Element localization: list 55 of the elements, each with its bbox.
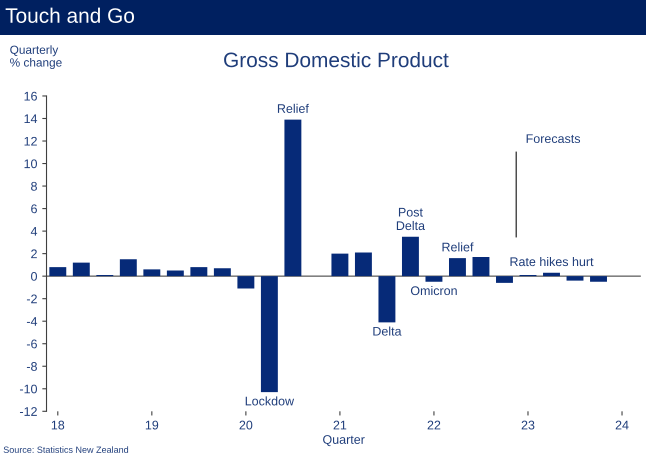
annotation: Rate hikes hurt: [510, 256, 594, 266]
y-tick-label: -4: [26, 317, 38, 326]
y-tick-label: 2: [31, 249, 37, 258]
y-tick-label: 0: [31, 272, 37, 281]
bar: [120, 259, 137, 276]
x-tick-label: 19: [146, 420, 158, 430]
bar: [448, 258, 466, 276]
y-tick-label: -8: [26, 362, 37, 371]
x-tick-label: 22: [428, 420, 440, 430]
x-tick-label: 18: [52, 420, 64, 430]
y-tick-label: 10: [24, 159, 37, 168]
annotation: Delta: [373, 326, 402, 336]
y-tick-label: 8: [31, 182, 37, 191]
bar: [378, 276, 396, 322]
y-tick-label: -6: [26, 340, 37, 348]
y-tick-label: 14: [24, 114, 38, 124]
bar: [49, 267, 66, 276]
annotation: Relief: [278, 104, 309, 113]
x-axis-title: Quarter: [323, 435, 365, 446]
bar: [425, 276, 442, 282]
bar: [260, 276, 278, 392]
x-tick-label: 21: [334, 420, 346, 430]
y-tick-label: -10: [20, 384, 37, 394]
bar: [472, 257, 490, 276]
y-tick-label: 4: [30, 227, 38, 236]
bar: [190, 267, 208, 276]
annotation: Post Delta: [396, 208, 426, 230]
y-tick-label: -12: [20, 407, 37, 416]
bar: [237, 276, 254, 289]
annotation: Omicron: [410, 286, 457, 296]
y-tick-label: 16: [24, 92, 37, 101]
annotation: Relief: [442, 242, 474, 252]
x-tick-label: 23: [522, 420, 534, 430]
bar: [566, 276, 584, 281]
chart-subtitle: Gross Domestic Product: [224, 52, 449, 68]
source-note: Source: Statistics New Zealand: [4, 446, 128, 453]
bar: [214, 268, 231, 276]
y-tick-label: -2: [26, 294, 37, 304]
bar: [590, 276, 607, 282]
bar: [402, 236, 419, 276]
annotation: Lockdow: [246, 396, 294, 406]
ref-line-label: Forecasts: [526, 134, 580, 144]
chart-title: Touch and Go: [6, 8, 134, 23]
y-axis-title: Quarterly % change: [10, 45, 62, 69]
bar: [496, 276, 513, 283]
bar: [284, 120, 302, 276]
bar: [166, 270, 184, 276]
x-tick-label: 20: [240, 420, 252, 430]
y-tick-label: 12: [24, 136, 37, 146]
bar: [72, 262, 90, 276]
bar: [354, 252, 372, 276]
x-tick-label: 24: [616, 420, 629, 430]
bar: [331, 254, 348, 276]
y-tick-label: 6: [31, 204, 37, 214]
bar: [143, 269, 160, 276]
